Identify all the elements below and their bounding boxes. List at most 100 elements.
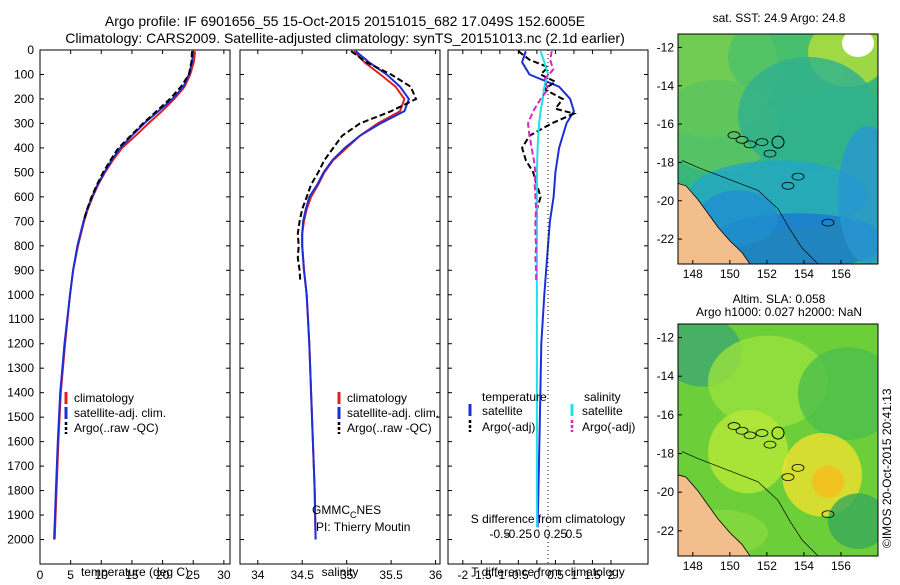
data-source-credit: GMMCCNES: [312, 503, 381, 520]
series-line-t-argo-adj-: [517, 50, 577, 222]
y-tick-label: 1800: [7, 484, 34, 498]
y-tick-label: 1500: [7, 410, 34, 424]
reef-outline: [727, 131, 741, 140]
sst-map-title: sat. SST: 24.9 Argo: 24.8: [713, 11, 846, 25]
map-y-tick-label: -14: [657, 79, 675, 93]
y-tick-label: 800: [14, 239, 34, 253]
x-tick-label: 36: [429, 568, 443, 580]
series-line-satellite-adj-clim-: [53, 51, 195, 540]
x-tick-label: 0: [534, 568, 541, 580]
x-tick-label: 2: [608, 568, 615, 580]
argo-location-marker: [771, 135, 785, 149]
x-tick-label: 34.5: [291, 568, 315, 580]
reef-outline: [735, 426, 749, 435]
y-tick-label: 900: [14, 263, 34, 277]
map-frame: [677, 33, 879, 265]
sla-map-title-2: Argo h1000: 0.027 h2000: NaN: [696, 305, 862, 319]
map-color-patch: [842, 34, 874, 57]
y-tick-label: 700: [14, 214, 34, 228]
reef-outline: [755, 429, 769, 437]
y-tick-label: 2000: [7, 533, 34, 547]
shelf-contour: [681, 160, 819, 264]
x-tick-label: 1.5: [584, 568, 601, 580]
reef-outline: [781, 473, 795, 482]
sst-map: 148 150 152 154 156 -12 -14 -16 -18 -20 -22: [657, 33, 879, 281]
map-x-tick-label: 150: [720, 267, 740, 281]
map-frame: [677, 323, 879, 557]
x-tick-label: -1: [495, 568, 506, 580]
map-x-tick-label: 154: [794, 559, 814, 573]
x-tick-label: 25: [187, 568, 201, 580]
y-tick-label: 1600: [7, 435, 34, 449]
y-tick-label: 100: [14, 67, 34, 81]
x-tick-label: 0: [37, 568, 44, 580]
argo-location-marker: [771, 426, 785, 440]
legend-label-t-satellite: satellite: [482, 404, 523, 418]
legend-label-satellite: satellite-adj. clim.: [74, 406, 166, 420]
x-axis-label: temperature (deg C): [81, 565, 189, 579]
map-x-tick-label: 148: [683, 559, 703, 573]
map-y-tick-label: -18: [657, 447, 675, 461]
series-line-argo-raw-qc-: [82, 51, 193, 222]
map-y-tick-label: -18: [657, 155, 675, 169]
series-line-climatology: [53, 51, 197, 540]
map-color-patch: [708, 335, 828, 429]
x-top-tick-label: -0.25: [505, 527, 533, 541]
y-tick-label: 1900: [7, 508, 34, 522]
map-color-patch: [812, 465, 844, 499]
x-tick-label: 30: [217, 568, 231, 580]
series-line-t-satellite: [521, 50, 575, 528]
series-line-s-satellite: [535, 50, 550, 528]
legend-label-t-argo: Argo(-adj): [482, 420, 535, 434]
y-tick-label: 1200: [7, 337, 34, 351]
y-tick-label: 1700: [7, 459, 34, 473]
legend-label-s-satellite: satellite: [582, 404, 623, 418]
y-tick-label: 0: [27, 43, 34, 57]
y-tick-label: 1000: [7, 288, 34, 302]
x-tick-label: 5: [67, 568, 74, 580]
map-color-patch: [738, 57, 878, 172]
x-tick-label: 10: [95, 568, 109, 580]
salinity-panel: [239, 49, 441, 565]
reef-outline: [763, 440, 777, 449]
reef-outline: [791, 463, 805, 472]
map-y-tick-label: -22: [657, 524, 675, 538]
x-tick-label: -2: [457, 568, 468, 580]
map-y-tick-label: -14: [657, 369, 675, 383]
y-tick-label: 1100: [8, 312, 34, 326]
reef-outline: [821, 218, 835, 227]
y-tick-label: 500: [14, 165, 34, 179]
map-y-tick-label: -16: [657, 408, 675, 422]
legend-label-satellite: satellite-adj. clim.: [347, 406, 439, 420]
imos-timestamp: ©IMOS 20-Oct-2015 20:41:13: [880, 388, 894, 548]
x-top-tick-label: 0.25: [544, 527, 568, 541]
series-layer: [53, 50, 577, 540]
map-x-tick-label: 156: [831, 267, 851, 281]
reef-outline: [791, 172, 805, 181]
x-top-tick-label: 0.5: [566, 527, 583, 541]
x-tick-label: 35.5: [379, 568, 403, 580]
reef-outline: [781, 181, 795, 190]
series-line-climatology: [301, 50, 406, 540]
map-y-tick-label: -12: [657, 331, 675, 345]
map-x-tick-label: 150: [720, 559, 740, 573]
map-field: [678, 34, 878, 264]
map-x-tick-label: 152: [757, 559, 777, 573]
reef-outline: [763, 149, 777, 158]
sla-map: 148 150 152 154 156 -12 -14 -16 -18 -20 -22: [657, 323, 879, 573]
x-top-tick-label: -0.5: [490, 527, 511, 541]
x-tick-label: -0.5: [508, 568, 529, 580]
x-tick-label: 1: [571, 568, 578, 580]
legend-title-temperature: temperature: [482, 390, 547, 404]
salinity-legend: climatology satellite-adj. clim. Argo(..…: [337, 391, 439, 435]
map-color-patch: [838, 126, 878, 264]
y-tick-label: 1300: [7, 361, 34, 375]
x-tick-label: 35: [340, 568, 354, 580]
shelf-contour: [681, 451, 819, 556]
series-line-satellite-adj-clim-: [301, 50, 411, 540]
land-area: [678, 474, 751, 556]
legend-title-salinity: salinity: [584, 390, 621, 404]
x-axis-label: T difference from climatology: [471, 565, 625, 579]
legend-label-climatology: climatology: [74, 391, 134, 405]
sla-map-title-1: Altim. SLA: 0.058: [733, 292, 826, 306]
